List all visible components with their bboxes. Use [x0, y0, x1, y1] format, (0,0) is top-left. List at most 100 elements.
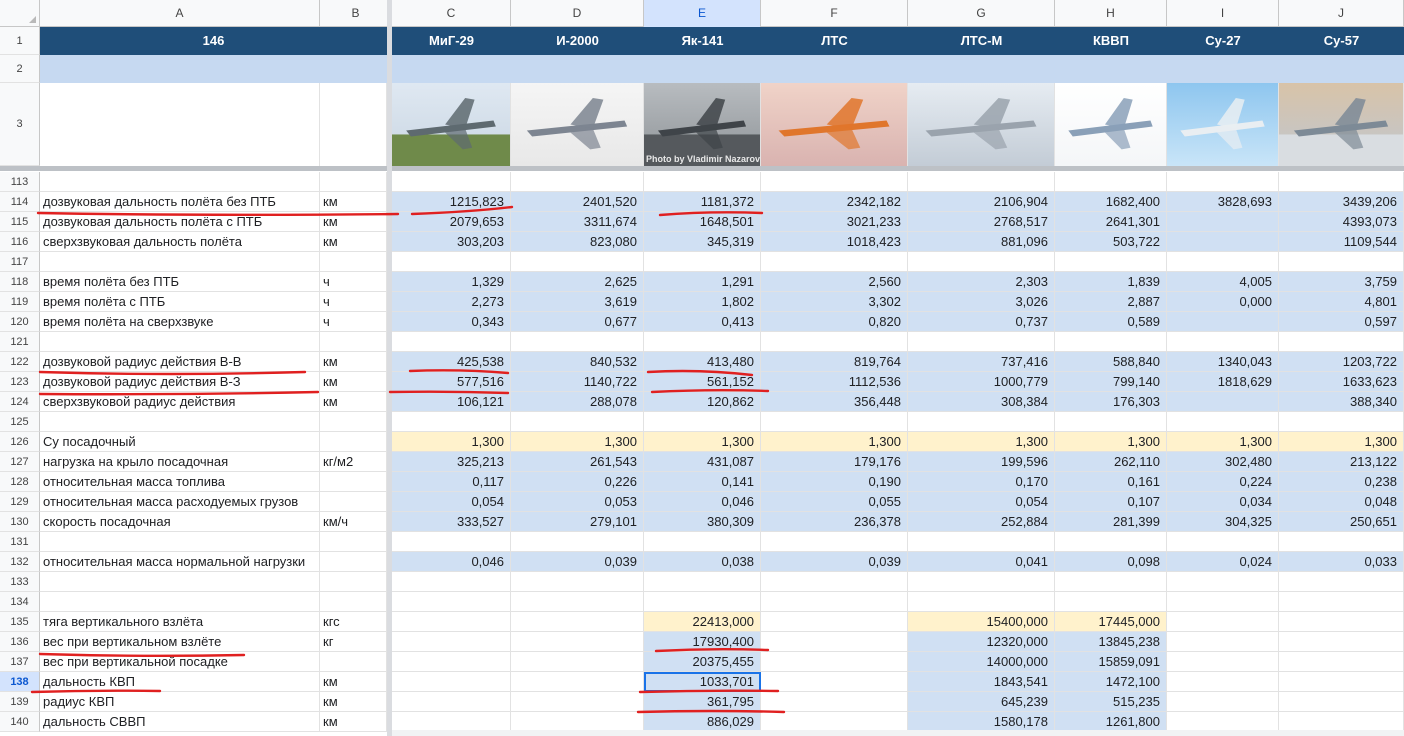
row-number-126[interactable]: 126: [0, 432, 40, 452]
row-label[interactable]: [40, 172, 320, 192]
value-cell-e[interactable]: 380,309: [644, 512, 761, 532]
value-cell-d[interactable]: 261,543: [511, 452, 644, 472]
value-cell-i[interactable]: [1167, 692, 1279, 712]
value-cell-j[interactable]: 1633,623: [1279, 372, 1404, 392]
value-cell-i[interactable]: 4,005: [1167, 272, 1279, 292]
value-cell-e[interactable]: 886,029: [644, 712, 761, 732]
row-number-2[interactable]: 2: [0, 55, 40, 83]
value-cell-f[interactable]: [761, 632, 908, 652]
value-cell-i[interactable]: 1340,043: [1167, 352, 1279, 372]
row-label[interactable]: сверхзвуковая дальность полёта: [40, 232, 320, 252]
row-label[interactable]: радиус КВП: [40, 692, 320, 712]
value-cell-c[interactable]: [392, 172, 511, 192]
value-cell-i[interactable]: [1167, 412, 1279, 432]
column-header-g[interactable]: G: [908, 0, 1055, 27]
row-label[interactable]: относительная масса топлива: [40, 472, 320, 492]
value-cell-j[interactable]: 388,340: [1279, 392, 1404, 412]
value-cell-i[interactable]: [1167, 332, 1279, 352]
row-number-135[interactable]: 135: [0, 612, 40, 632]
unit-cell[interactable]: км: [320, 192, 387, 212]
value-cell-g[interactable]: 2,303: [908, 272, 1055, 292]
value-cell-d[interactable]: 0,677: [511, 312, 644, 332]
value-cell-i[interactable]: 1818,629: [1167, 372, 1279, 392]
unit-cell[interactable]: [320, 432, 387, 452]
row-label[interactable]: [40, 532, 320, 552]
value-cell-g[interactable]: 645,239: [908, 692, 1055, 712]
value-cell-g[interactable]: 0,737: [908, 312, 1055, 332]
value-cell-i[interactable]: 302,480: [1167, 452, 1279, 472]
value-cell-e[interactable]: [644, 572, 761, 592]
value-cell-c[interactable]: 303,203: [392, 232, 511, 252]
value-cell-i[interactable]: 0,034: [1167, 492, 1279, 512]
row-number-131[interactable]: 131: [0, 532, 40, 552]
value-cell-j[interactable]: 1,300: [1279, 432, 1404, 452]
row-number-120[interactable]: 120: [0, 312, 40, 332]
horizontal-scrollbar[interactable]: [392, 730, 1404, 736]
value-cell-c[interactable]: [392, 572, 511, 592]
value-cell-c[interactable]: 0,046: [392, 552, 511, 572]
value-cell-f[interactable]: 3,302: [761, 292, 908, 312]
value-cell-e[interactable]: 1033,701: [644, 672, 761, 692]
value-cell-c[interactable]: 425,538: [392, 352, 511, 372]
unit-cell[interactable]: км/ч: [320, 512, 387, 532]
row-number-3[interactable]: 3: [0, 83, 40, 166]
row-label[interactable]: вес при вертикальном взлёте: [40, 632, 320, 652]
row-number-125[interactable]: 125: [0, 412, 40, 432]
value-cell-d[interactable]: 0,053: [511, 492, 644, 512]
value-cell-c[interactable]: [392, 252, 511, 272]
value-cell-c[interactable]: 2,273: [392, 292, 511, 312]
frozen-columns-divider[interactable]: [387, 0, 392, 736]
value-cell-i[interactable]: [1167, 612, 1279, 632]
value-cell-c[interactable]: 0,054: [392, 492, 511, 512]
value-cell-c[interactable]: [392, 632, 511, 652]
value-cell-i[interactable]: 0,024: [1167, 552, 1279, 572]
column-header-b[interactable]: B: [320, 0, 392, 27]
row-number-136[interactable]: 136: [0, 632, 40, 652]
value-cell-h[interactable]: [1055, 332, 1167, 352]
value-cell-j[interactable]: [1279, 532, 1404, 552]
value-cell-h[interactable]: 503,722: [1055, 232, 1167, 252]
value-cell-h[interactable]: 1,300: [1055, 432, 1167, 452]
unit-cell[interactable]: [320, 572, 387, 592]
aircraft-name-header[interactable]: И-2000: [511, 27, 644, 55]
value-cell-g[interactable]: [908, 592, 1055, 612]
value-cell-d[interactable]: 279,101: [511, 512, 644, 532]
value-cell-f[interactable]: 1112,536: [761, 372, 908, 392]
value-cell-c[interactable]: [392, 332, 511, 352]
value-cell-g[interactable]: [908, 252, 1055, 272]
unit-cell[interactable]: км: [320, 672, 387, 692]
row-label[interactable]: сверхзвуковой радиус действия: [40, 392, 320, 412]
unit-cell[interactable]: [320, 492, 387, 512]
value-cell-c[interactable]: 0,117: [392, 472, 511, 492]
unit-cell[interactable]: [320, 412, 387, 432]
value-cell-c[interactable]: 1,300: [392, 432, 511, 452]
unit-cell[interactable]: [320, 652, 387, 672]
value-cell-h[interactable]: [1055, 532, 1167, 552]
value-cell-d[interactable]: [511, 172, 644, 192]
aircraft-name-header[interactable]: Як-141: [644, 27, 761, 55]
value-cell-h[interactable]: [1055, 572, 1167, 592]
value-cell-i[interactable]: [1167, 592, 1279, 612]
value-cell-g[interactable]: 1,300: [908, 432, 1055, 452]
value-cell-f[interactable]: [761, 252, 908, 272]
value-cell-i[interactable]: 0,224: [1167, 472, 1279, 492]
value-cell-d[interactable]: [511, 652, 644, 672]
value-cell-j[interactable]: 3439,206: [1279, 192, 1404, 212]
row-number-139[interactable]: 139: [0, 692, 40, 712]
row-label[interactable]: тяга вертикального взлёта: [40, 612, 320, 632]
value-cell-j[interactable]: 0,033: [1279, 552, 1404, 572]
value-cell-f[interactable]: 0,820: [761, 312, 908, 332]
value-cell-c[interactable]: 0,343: [392, 312, 511, 332]
column-header-a[interactable]: A: [40, 0, 320, 27]
row-label[interactable]: дозвуковая дальность полёта без ПТБ: [40, 192, 320, 212]
row-label[interactable]: [40, 332, 320, 352]
value-cell-f[interactable]: [761, 172, 908, 192]
value-cell-e[interactable]: 120,862: [644, 392, 761, 412]
value-cell-h[interactable]: 0,589: [1055, 312, 1167, 332]
value-cell-j[interactable]: [1279, 612, 1404, 632]
value-cell-h[interactable]: 1261,800: [1055, 712, 1167, 732]
row-label[interactable]: относительная масса нормальной нагрузки: [40, 552, 320, 572]
value-cell-c[interactable]: [392, 652, 511, 672]
value-cell-e[interactable]: 0,038: [644, 552, 761, 572]
value-cell-d[interactable]: [511, 692, 644, 712]
